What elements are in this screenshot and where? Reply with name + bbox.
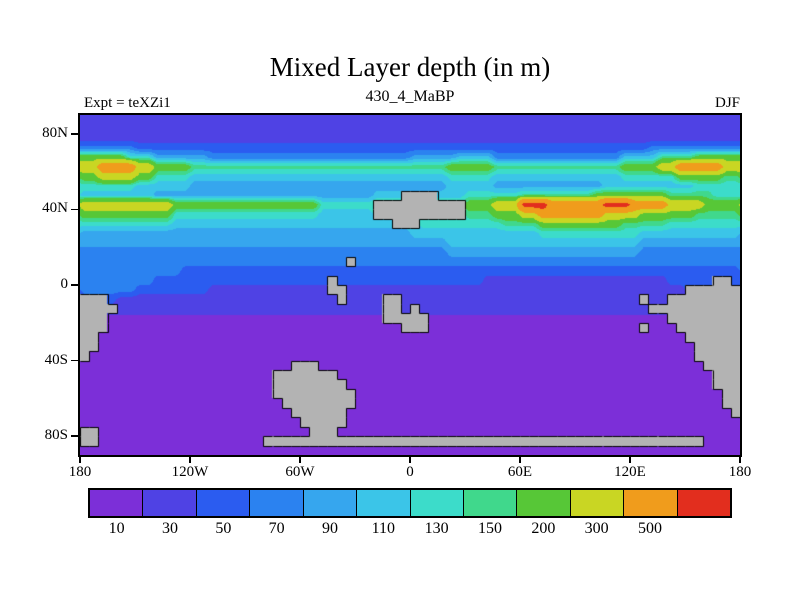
colorbar-label: 200 [531,520,556,537]
colorbar-box [516,490,570,516]
x-tick [189,457,191,463]
y-tick-label: 40N [42,200,68,217]
y-tick [71,284,78,286]
y-tick-label: 80S [44,427,68,444]
colorbar-box [409,490,463,516]
colorbar-box [142,490,196,516]
x-tick [299,457,301,463]
colorbar-label: 150 [478,520,502,537]
colorbar-box [195,490,250,516]
colorbar-box [249,490,303,516]
y-tick-label: 0 [60,276,69,292]
colorbar-box [356,490,410,516]
colorbar [88,488,732,518]
y-tick [71,208,78,211]
y-tick [71,359,78,362]
colorbar-label: 90 [322,520,338,537]
colorbar-label: 110 [371,520,396,537]
colorbar-label: 30 [162,520,178,537]
colorbar-box [90,490,143,516]
map-canvas [80,115,740,455]
colorbar-label: 70 [268,520,285,537]
y-tick [71,133,78,135]
x-tick-label: 60W [285,464,315,480]
figure-subtitle: 430_4_MaBP [365,88,455,105]
y-tick [71,435,78,437]
x-tick [739,457,741,463]
y-tick-label: 40S [44,351,68,368]
colorbar-box [569,490,624,516]
x-tick-label: 120E [614,464,646,480]
x-tick [519,457,521,463]
colorbar-box [623,490,677,516]
y-tick-label: 80N [42,124,68,141]
colorbar-box [302,490,357,516]
colorbar-boxes [90,490,731,516]
x-tick-label: 0 [406,464,414,480]
x-tick-label: 60E [507,464,533,480]
colorbar-label: 500 [638,520,662,537]
map-frame [78,113,742,457]
colorbar-box [462,490,517,516]
colorbar-label: 50 [215,520,232,537]
x-tick [409,457,411,463]
x-tick-label: 180 [728,464,752,480]
x-tick [79,457,81,463]
colorbar-label: 130 [424,520,449,537]
figure-title: Mixed Layer depth (in m) [269,52,551,82]
x-tick-label: 120W [171,464,209,480]
colorbar-label: 10 [108,520,125,537]
colorbar-label: 300 [584,520,609,537]
season-label: DJF [714,95,740,111]
colorbar-box [676,490,731,516]
x-tick [629,457,631,463]
x-tick-label: 180 [68,464,92,480]
experiment-label: Expt = teXZi1 [84,95,171,111]
